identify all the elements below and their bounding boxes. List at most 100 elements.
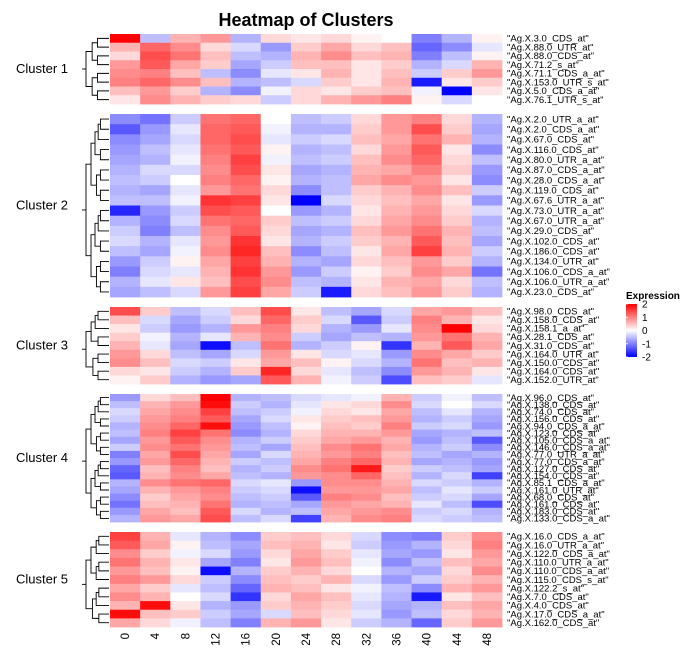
heatmap-cell [170, 307, 201, 316]
heatmap-cell [290, 415, 322, 423]
legend-colorbar [626, 304, 637, 357]
heatmap-cell [411, 144, 443, 156]
heatmap-cell [411, 609, 443, 619]
row-label: "Ag.X.154.0_CDS_at" [507, 471, 599, 482]
heatmap-cell [321, 266, 352, 278]
heatmap-cell [200, 332, 232, 342]
heatmap-cell [230, 236, 262, 247]
heatmap-cell [471, 144, 503, 156]
row-label: "Ag.X.127.0_CDS_at" [507, 464, 599, 475]
heatmap-cell [411, 429, 443, 438]
heatmap-cell [290, 465, 322, 473]
heatmap-cell [321, 236, 352, 247]
heatmap-cell [200, 324, 232, 334]
heatmap-cell [230, 532, 262, 542]
heatmap-cell [471, 532, 503, 542]
heatmap-cell [290, 42, 322, 52]
heatmap-cell [351, 458, 382, 466]
row-label: "Ag.X.88.0_CDS_at" [507, 51, 594, 62]
heatmap-cell [321, 164, 352, 176]
row-label: "Ag.X.123.0_CDS_at" [507, 428, 599, 439]
heatmap-cell [471, 349, 503, 359]
heatmap-cell [351, 566, 382, 576]
row-label: "Ag.X.158.1_a_at" [507, 324, 585, 335]
dendrogram-branch [98, 535, 109, 546]
heatmap-cell [471, 95, 503, 105]
heatmap-cell [321, 77, 352, 87]
heatmap-cell [260, 42, 292, 52]
heatmap-cell [381, 42, 412, 52]
heatmap-cell [170, 134, 201, 145]
heatmap-cell [110, 246, 141, 257]
heatmap-cell [321, 332, 352, 342]
heatmap-cell [260, 401, 292, 409]
heatmap-cell [170, 164, 201, 176]
heatmap-cell [321, 549, 352, 559]
heatmap-cell [441, 236, 473, 247]
heatmap-cell [140, 575, 171, 585]
heatmap-cell [170, 266, 201, 278]
heatmap-cell [321, 69, 352, 79]
heatmap-cell [170, 215, 201, 227]
heatmap-cell [321, 422, 352, 430]
heatmap-cell [140, 618, 171, 628]
heatmap-cell [351, 408, 382, 416]
heatmap-cell [170, 60, 201, 70]
heatmap-cell [351, 225, 382, 237]
heatmap-cell [170, 185, 201, 196]
heatmap-cell [321, 225, 352, 237]
heatmap-cell [351, 609, 382, 619]
legend-title: Expression [626, 291, 680, 302]
heatmap-cell [140, 358, 171, 368]
heatmap-cell [441, 540, 473, 550]
heatmap-cell [110, 532, 141, 542]
cluster-panel: Cluster 1 "Ag.X.3.0_CDS_at""Ag.X.88.0_UTR… [16, 34, 609, 106]
heatmap-cell [260, 493, 292, 502]
heatmap-cell [260, 246, 292, 257]
heatmap-cell [441, 436, 473, 445]
dendrogram-branch [97, 123, 109, 140]
heatmap-cell [290, 592, 322, 602]
heatmap-cell [411, 315, 443, 325]
heatmap-cell [471, 566, 503, 576]
heatmap-cell [441, 375, 473, 385]
heatmap-cell [200, 164, 232, 176]
heatmap-cell [321, 601, 352, 611]
heatmap-cell [381, 394, 412, 402]
heatmap-cell [441, 507, 473, 516]
heatmap-cell [110, 95, 141, 105]
row-label: "Ag.X.16.0_CDS_a_at" [507, 532, 605, 543]
heatmap-cell [411, 195, 443, 206]
heatmap-cell [471, 422, 503, 430]
heatmap-cell [230, 549, 262, 559]
dendrogram-branch [90, 546, 97, 574]
heatmap-cell [321, 195, 352, 206]
x-axis: 0 4 8 12 16 20 24 28 32 36 40 44 48 [120, 632, 494, 645]
dendrogram-branch [94, 405, 101, 423]
heatmap-cell [290, 507, 322, 516]
heatmap-cell [441, 69, 473, 79]
heatmap-cell [441, 315, 473, 325]
heatmap-cell [140, 443, 171, 452]
heatmap-cell [200, 114, 232, 125]
heatmap-cell [230, 341, 262, 351]
heatmap-cell [441, 205, 473, 217]
heatmap-cell [290, 443, 322, 452]
heatmap-cell [381, 401, 412, 409]
heatmap-cell [110, 609, 141, 619]
heatmap-cell [200, 154, 232, 166]
heatmap-cell [441, 401, 473, 409]
heatmap-cell [290, 256, 322, 267]
heatmap-cell [110, 443, 141, 452]
heatmap-cell [351, 266, 382, 278]
heatmap-cell [441, 341, 473, 351]
heatmap-cell [411, 134, 443, 145]
heatmap-cell [140, 458, 171, 466]
heatmap-cell [230, 366, 262, 376]
heatmap-cell [351, 256, 382, 267]
row-label: "Ag.X.74.0_CDS_at" [507, 407, 594, 418]
heatmap-cell [230, 124, 262, 135]
heatmap-cell [170, 175, 201, 186]
heatmap-cell [260, 532, 292, 542]
heatmap-cell [381, 472, 412, 480]
